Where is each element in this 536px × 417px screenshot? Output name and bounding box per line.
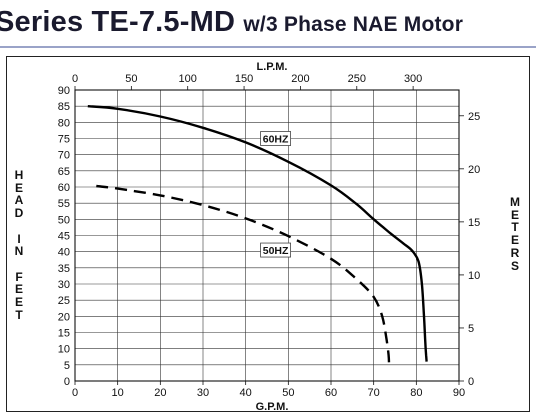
y-tick-label: 0 bbox=[64, 376, 70, 388]
series-label-50hz: 50HZ bbox=[263, 245, 289, 257]
title-divider bbox=[0, 46, 536, 48]
y-tick-label: 15 bbox=[58, 328, 70, 340]
y2-tick-label: 20 bbox=[468, 164, 480, 176]
x-tick-label: 10 bbox=[112, 387, 124, 399]
series-label-60hz: 60HZ bbox=[263, 134, 289, 146]
x-tick-label: 40 bbox=[240, 387, 252, 399]
y-tick-label: 70 bbox=[58, 150, 70, 162]
chart-title-main: Series TE-7.5-MD w/3 Phase NAE Motor bbox=[0, 6, 464, 38]
y2-tick-label: 25 bbox=[468, 111, 480, 123]
y-tick-label: 45 bbox=[58, 231, 70, 243]
y-tick-label: 30 bbox=[58, 279, 70, 291]
x2-tick-label: 0 bbox=[72, 73, 78, 85]
y-tick-label: 35 bbox=[58, 263, 70, 275]
x-tick-label: 70 bbox=[368, 387, 380, 399]
y-tick-label: 25 bbox=[58, 295, 70, 307]
x2-tick-label: 100 bbox=[179, 73, 197, 85]
x2-tick-label: 200 bbox=[291, 73, 309, 85]
y-tick-label: 85 bbox=[58, 101, 70, 113]
chart-frame bbox=[6, 56, 530, 412]
y2-tick-label: 5 bbox=[468, 323, 474, 335]
y-tick-label: 60 bbox=[58, 182, 70, 194]
x2-tick-label: 250 bbox=[348, 73, 366, 85]
chart-title-sub: w/3 Phase NAE Motor bbox=[243, 13, 464, 36]
y-tick-label: 90 bbox=[58, 85, 70, 97]
y2-tick-label: 10 bbox=[468, 270, 480, 282]
chart-title: Series TE-7.5-MD w/3 Phase NAE Motor bbox=[0, 0, 536, 44]
y-tick-label: 20 bbox=[58, 311, 70, 323]
x2-tick-label: 300 bbox=[404, 73, 422, 85]
y-tick-label: 65 bbox=[58, 166, 70, 178]
series-line-60hz bbox=[87, 105, 428, 362]
x-axis-title: G.P.M. bbox=[256, 401, 289, 413]
y2-tick-label: 0 bbox=[468, 376, 474, 388]
x-tick-label: 80 bbox=[410, 387, 422, 399]
plot-border bbox=[74, 89, 460, 382]
y-tick-label: 80 bbox=[58, 117, 70, 129]
y-tick-label: 50 bbox=[58, 214, 70, 226]
x-tick-label: 20 bbox=[154, 387, 166, 399]
x-tick-label: 50 bbox=[282, 387, 294, 399]
x-tick-label: 60 bbox=[325, 387, 337, 399]
series-label-60hz-box bbox=[260, 131, 292, 146]
x-tick-label: 90 bbox=[453, 387, 465, 399]
y-tick-label: 40 bbox=[58, 247, 70, 259]
series-label-50hz-box bbox=[260, 242, 292, 258]
series-line-50hz bbox=[96, 184, 391, 365]
y-tick-label: 5 bbox=[64, 360, 70, 372]
y-tick-label: 10 bbox=[58, 344, 70, 356]
x2-tick-label: 150 bbox=[235, 73, 253, 85]
y-tick-label: 55 bbox=[58, 198, 70, 210]
x-tick-label: 30 bbox=[197, 387, 209, 399]
y2-tick-label: 15 bbox=[468, 217, 480, 229]
x2-tick-label: 50 bbox=[125, 73, 137, 85]
y-tick-label: 75 bbox=[58, 134, 70, 146]
x-tick-label: 0 bbox=[72, 387, 78, 399]
x2-axis-title: L.P.M. bbox=[257, 61, 288, 73]
